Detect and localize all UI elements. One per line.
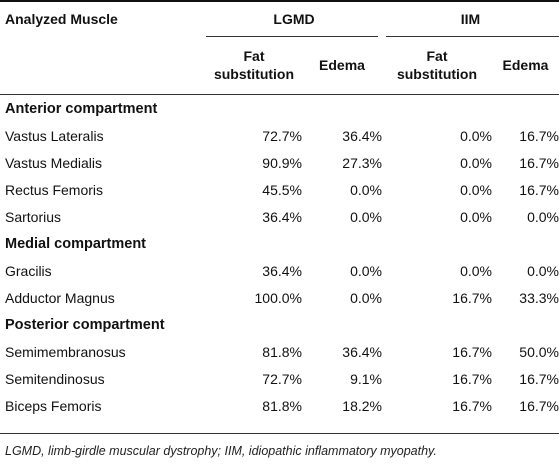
table-row: Vastus Lateralis 72.7% 36.4% 0.0% 16.7% — [0, 122, 559, 149]
section-row-anterior: Anterior compartment — [5, 100, 158, 117]
lgmd-edema-value: 0.0% — [350, 262, 382, 279]
lgmd-fat-value: 100.0% — [254, 289, 302, 306]
iim-edema-value: 16.7% — [519, 127, 559, 144]
iim-edema-value: 0.0% — [527, 208, 559, 225]
lgmd-fat-value: 45.5% — [262, 181, 302, 198]
lgmd-fat-value: 81.8% — [262, 343, 302, 360]
group-header-lgmd: LGMD — [206, 1, 382, 37]
muscle-name: Semitendinosus — [5, 370, 105, 387]
header-row-groups: Analyzed Muscle LGMD IIM — [0, 1, 559, 37]
table-row: Rectus Femoris 45.5% 0.0% 0.0% 16.7% — [0, 176, 559, 203]
table-footnote: LGMD, limb-girdle muscular dystrophy; II… — [5, 444, 437, 458]
group-header-iim: IIM — [382, 1, 559, 37]
lgmd-edema-value: 0.0% — [350, 208, 382, 225]
col-header-muscle: Analyzed Muscle — [5, 11, 118, 27]
iim-edema-value: 16.7% — [519, 181, 559, 198]
table-row: Biceps Femoris 81.8% 18.2% 16.7% 16.7% — [0, 392, 559, 419]
group-underline-lgmd — [206, 36, 378, 37]
muscle-name: Sartorius — [5, 208, 62, 225]
iim-fat-value: 16.7% — [452, 397, 492, 414]
iim-fat-value: 0.0% — [460, 181, 492, 198]
iim-edema-value: 0.0% — [527, 262, 559, 279]
iim-edema-value: 16.7% — [519, 397, 559, 414]
muscle-name: Adductor Magnus — [5, 289, 115, 306]
col-header-lgmd-fat: Fat substitution — [213, 48, 295, 82]
lgmd-edema-value: 27.3% — [342, 154, 382, 171]
lgmd-edema-value: 18.2% — [342, 397, 382, 414]
iim-fat-value: 0.0% — [460, 262, 492, 279]
group-label-iim: IIM — [460, 11, 481, 27]
lgmd-edema-value: 36.4% — [342, 343, 382, 360]
iim-edema-value: 50.0% — [519, 343, 559, 360]
lgmd-edema-value: 36.4% — [342, 127, 382, 144]
table-row: Vastus Medialis 90.9% 27.3% 0.0% 16.7% — [0, 149, 559, 176]
iim-edema-value: 16.7% — [519, 370, 559, 387]
muscle-involvement-table: Analyzed Muscle LGMD IIM Fat substitutio… — [0, 1, 559, 419]
iim-fat-value: 0.0% — [460, 127, 492, 144]
group-label-lgmd: LGMD — [273, 11, 315, 27]
iim-edema-value: 33.3% — [519, 289, 559, 306]
iim-fat-value: 0.0% — [460, 154, 492, 171]
iim-fat-value: 0.0% — [460, 208, 492, 225]
lgmd-fat-value: 36.4% — [262, 262, 302, 279]
col-header-iim-fat: Fat substitution — [396, 48, 478, 82]
col-header-iim-edema: Edema — [502, 57, 549, 73]
section-row-medial: Medial compartment — [5, 235, 146, 252]
table-row: Semitendinosus 72.7% 9.1% 16.7% 16.7% — [0, 365, 559, 392]
lgmd-fat-value: 36.4% — [262, 208, 302, 225]
muscle-name: Vastus Medialis — [5, 154, 103, 171]
header-row-measures: Fat substitution Edema Fat substitution … — [0, 36, 559, 95]
iim-fat-value: 16.7% — [452, 289, 492, 306]
lgmd-fat-value: 72.7% — [262, 127, 302, 144]
table-row: Adductor Magnus 100.0% 0.0% 16.7% 33.3% — [0, 284, 559, 311]
group-underline-iim — [386, 36, 559, 37]
table-row: Gracilis 36.4% 0.0% 0.0% 0.0% — [0, 257, 559, 284]
muscle-name: Vastus Lateralis — [5, 127, 104, 144]
table-bottom-rule — [0, 433, 559, 434]
table-row: Semimembranosus 81.8% 36.4% 16.7% 50.0% — [0, 338, 559, 365]
iim-edema-value: 16.7% — [519, 154, 559, 171]
muscle-name: Rectus Femoris — [5, 181, 104, 198]
muscle-name: Semimembranosus — [5, 343, 126, 360]
lgmd-fat-value: 81.8% — [262, 397, 302, 414]
lgmd-edema-value: 0.0% — [350, 289, 382, 306]
lgmd-fat-value: 72.7% — [262, 370, 302, 387]
lgmd-edema-value: 0.0% — [350, 181, 382, 198]
lgmd-edema-value: 9.1% — [350, 370, 382, 387]
table-row: Sartorius 36.4% 0.0% 0.0% 0.0% — [0, 203, 559, 230]
iim-fat-value: 16.7% — [452, 343, 492, 360]
muscle-name: Biceps Femoris — [5, 397, 102, 414]
muscle-name: Gracilis — [5, 262, 52, 279]
lgmd-fat-value: 90.9% — [262, 154, 302, 171]
iim-fat-value: 16.7% — [452, 370, 492, 387]
col-header-empty — [0, 36, 206, 95]
col-header-lgmd-edema: Edema — [319, 57, 365, 73]
section-row-posterior: Posterior compartment — [5, 316, 165, 333]
